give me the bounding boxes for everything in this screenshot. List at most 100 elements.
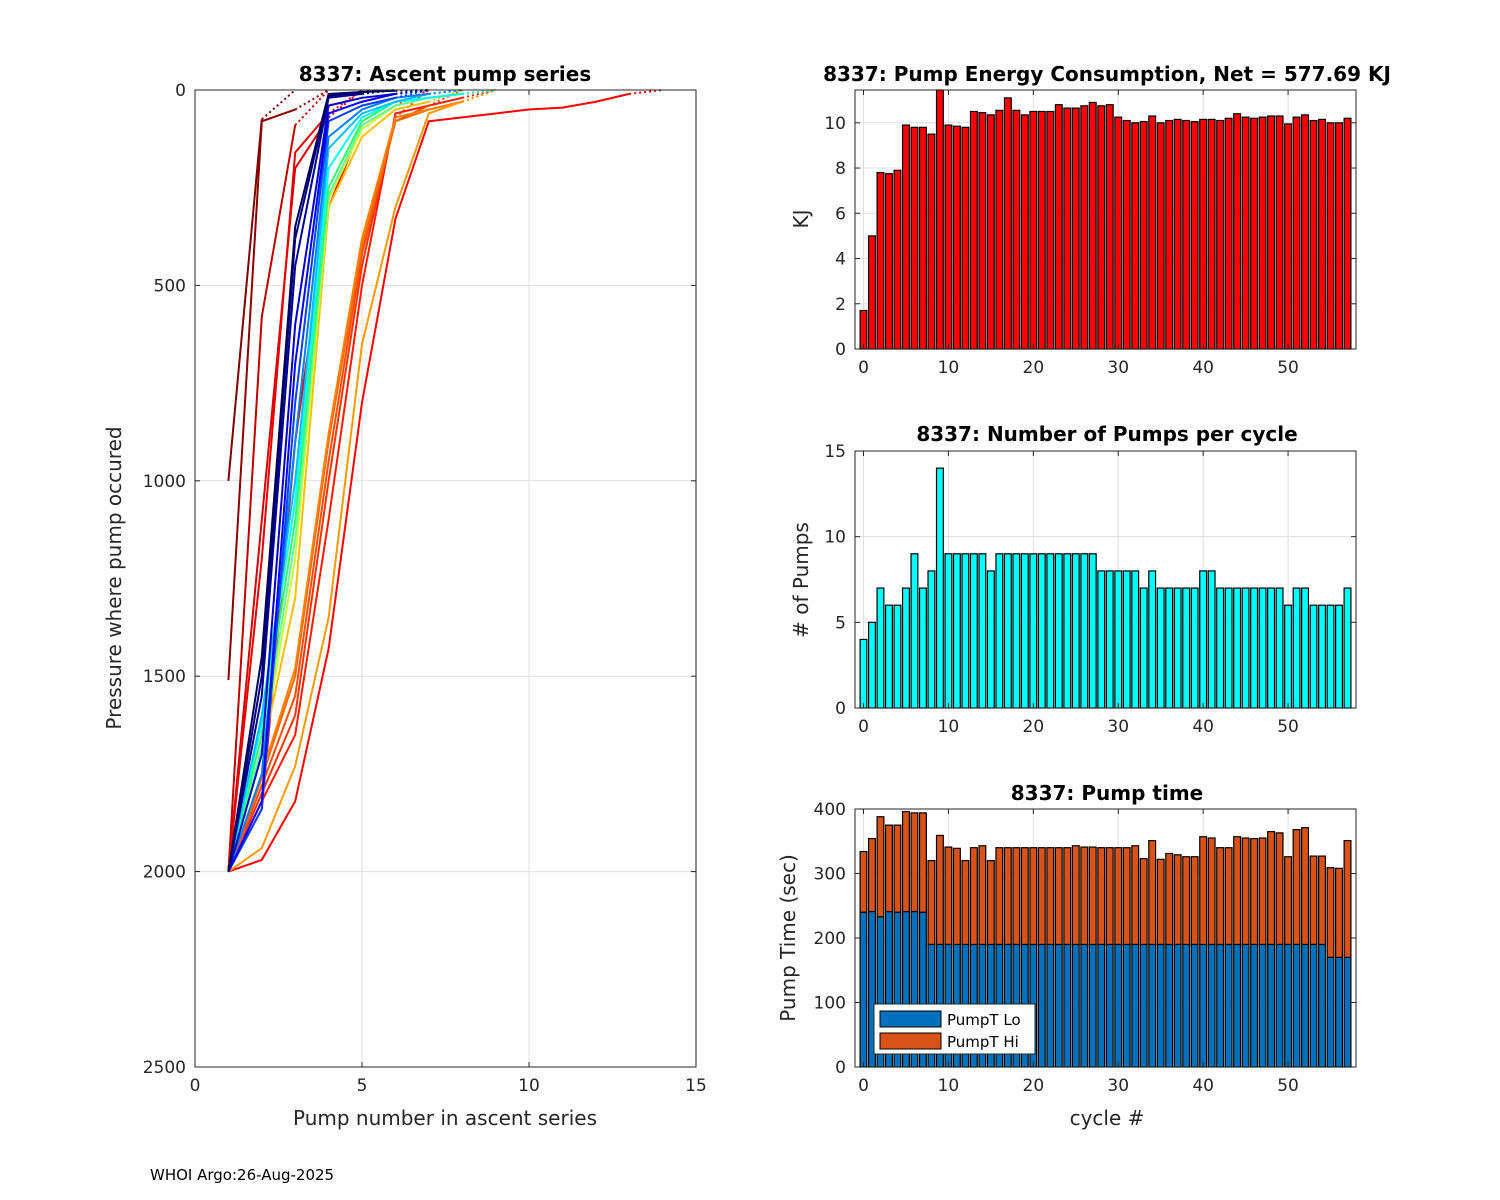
pumptime-bar-pumpt-lo (1165, 943, 1174, 1068)
pumps-bar (1165, 587, 1174, 709)
pumptime-bar-pumpt-hi (1071, 845, 1080, 946)
ascent-series-surface-segment (395, 89, 429, 95)
pumptime-bar-pumpt-hi (935, 834, 944, 946)
pumps-bar (1037, 553, 1046, 709)
pumps-y-tick-label: 0 (835, 699, 846, 719)
pumps-bar (1046, 553, 1055, 709)
energy-bar (1241, 116, 1250, 350)
pumptime-x-tick-label: 10 (938, 1076, 960, 1096)
pumptime-bar-pumpt-lo (1309, 943, 1318, 1068)
pumptime-bar-pumpt-hi (1241, 837, 1250, 946)
pumps-bar (1029, 553, 1038, 709)
ascent-series-line (227, 117, 397, 872)
pump-time-chart: 0 10 20 30 40 50 0 100 200 300 400 8337: Pump time… (776, 781, 1357, 1130)
pumps-bar (1309, 604, 1318, 709)
energy-y-tick-label: 6 (835, 204, 846, 224)
pumps-bar (935, 467, 944, 709)
energy-bar (1335, 122, 1344, 350)
pumptime-bar-pumpt-hi (1292, 829, 1301, 946)
ascent-x-tick-label: 15 (685, 1076, 707, 1096)
pumptime-bar-pumpt-lo (1233, 943, 1242, 1068)
pumps-y-tick-label: 15 (824, 442, 846, 462)
pumps-bar (859, 638, 868, 709)
pumptime-bar-pumpt-hi (961, 859, 970, 946)
pumptime-bar-pumpt-hi (1012, 847, 1021, 946)
pumps-x-tick-label: 20 (1023, 717, 1045, 737)
pumptime-bar-pumpt-hi (1284, 856, 1293, 946)
pumps-bar (1292, 587, 1301, 709)
pumptime-bar-pumpt-hi (1097, 847, 1106, 946)
energy-bar (969, 110, 978, 350)
pumptime-bar-pumpt-hi (867, 838, 876, 913)
pumps-bar (1343, 587, 1352, 709)
pumptime-bar-pumpt-lo (1275, 943, 1284, 1068)
pumptime-x-tick-label: 40 (1192, 1076, 1214, 1096)
pumptime-bar-pumpt-hi (876, 816, 885, 918)
pumptime-y-tick-label: 400 (814, 800, 846, 820)
ascent-series-surface-segment (461, 89, 496, 99)
pumptime-bar-pumpt-hi (1080, 846, 1089, 946)
pumptime-bar-pumpt-hi (1250, 838, 1259, 946)
energy-bar (986, 114, 995, 350)
pumptime-bar-pumpt-lo (1335, 956, 1344, 1068)
ascent-series-line (227, 112, 330, 872)
energy-bar (927, 133, 936, 350)
pumps-x-tick-label: 40 (1192, 717, 1214, 737)
energy-x-tick-label: 20 (1023, 358, 1045, 378)
footer-credit: WHOI Argo:26-Aug-2025 (150, 1166, 335, 1184)
pumps-bar (1020, 553, 1029, 709)
pumps-bar (1105, 570, 1114, 709)
energy-y-tick-label: 2 (835, 295, 846, 315)
pumptime-y-tick-label: 0 (835, 1058, 846, 1078)
ascent-series-surface-segment (294, 89, 330, 111)
pumptime-bar-pumpt-hi (995, 847, 1004, 946)
pumptime-bar-pumpt-hi (859, 850, 868, 913)
pumps-bar (978, 553, 987, 709)
energy-bar (1063, 107, 1072, 350)
energy-bar (1318, 118, 1327, 350)
pumptime-bar-pumpt-lo (1046, 943, 1055, 1068)
pumptime-bar-pumpt-lo (1326, 956, 1335, 1068)
energy-bar (1012, 109, 1021, 350)
energy-x-tick-label: 40 (1192, 358, 1214, 378)
pumps-bar (969, 553, 978, 709)
pumps-bar (884, 604, 893, 709)
energy-bar (1233, 113, 1242, 350)
energy-bar (1080, 105, 1089, 350)
energy-y-tick-label: 10 (824, 114, 846, 134)
ascent-series-line (227, 92, 396, 873)
ascent-x-tick-label: 5 (357, 1076, 368, 1096)
pumptime-bar-pumpt-hi (1037, 847, 1046, 946)
ascent-series-surface-segment (428, 89, 463, 103)
energy-bar (1003, 97, 1012, 350)
ascent-y-tick-label: 0 (175, 81, 186, 101)
energy-bar (1020, 114, 1029, 350)
pumptime-bar-pumpt-lo (1216, 943, 1225, 1068)
energy-bar (1199, 118, 1208, 350)
pumptime-bar-pumpt-lo (1080, 943, 1089, 1068)
energy-y-axis-label: KJ (789, 209, 813, 228)
energy-x-tick-label: 0 (858, 358, 869, 378)
energy-bar (884, 173, 893, 350)
ascent-series-surface-segment (428, 89, 463, 107)
pumptime-bar-pumpt-lo (1088, 943, 1097, 1068)
energy-bar (1071, 107, 1080, 350)
ascent-series-surface-segment (395, 89, 430, 99)
pumps-bar (918, 587, 927, 709)
pumptime-bar-pumpt-lo (1241, 943, 1250, 1068)
pumptime-bar-pumpt-hi (1301, 827, 1310, 946)
pumps-per-cycle-chart: 0 10 20 30 40 50 0 5 10 15 8337: Number of Pumps … (789, 422, 1357, 737)
pumptime-bar-pumpt-hi (1335, 867, 1344, 958)
pumptime-bar-pumpt-hi (1165, 852, 1174, 946)
ascent-series-line (227, 92, 430, 872)
pumptime-bar-pumpt-hi (893, 824, 902, 913)
energy-bar (1207, 118, 1216, 350)
energy-bar (1029, 110, 1038, 350)
pumptime-bar-pumpt-lo (1207, 943, 1216, 1068)
pumptime-bar-pumpt-hi (1131, 845, 1140, 946)
energy-x-tick-label: 10 (938, 358, 960, 378)
energy-bar (859, 309, 868, 350)
legend-swatch-lo (879, 1010, 942, 1028)
pumptime-x-tick-label: 0 (858, 1076, 869, 1096)
energy-x-tick-label: 30 (1107, 358, 1129, 378)
